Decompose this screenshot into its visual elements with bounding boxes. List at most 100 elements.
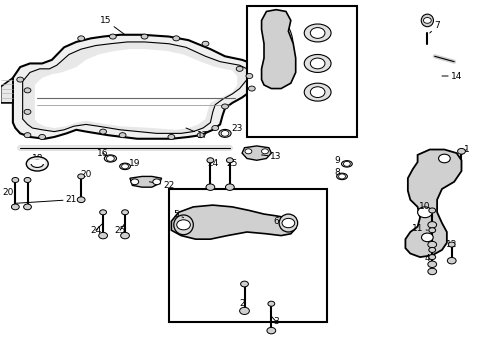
Circle shape — [310, 87, 325, 98]
Circle shape — [221, 131, 228, 136]
Circle shape — [245, 73, 252, 78]
Circle shape — [266, 327, 275, 334]
Circle shape — [338, 174, 345, 179]
Circle shape — [248, 86, 255, 91]
Circle shape — [261, 149, 268, 154]
Circle shape — [310, 58, 325, 69]
Text: 16: 16 — [97, 149, 110, 158]
Circle shape — [240, 281, 248, 287]
Ellipse shape — [104, 155, 116, 162]
Text: 3: 3 — [271, 316, 279, 326]
Circle shape — [202, 41, 208, 46]
Circle shape — [438, 154, 449, 163]
Circle shape — [267, 301, 274, 306]
Circle shape — [153, 179, 160, 185]
Circle shape — [197, 133, 203, 138]
Text: 15: 15 — [100, 16, 125, 35]
Text: 21: 21 — [15, 195, 77, 204]
Bar — [246, 6, 356, 137]
Circle shape — [427, 261, 436, 267]
Text: 23: 23 — [224, 123, 243, 134]
Text: 12: 12 — [445, 240, 456, 249]
Circle shape — [24, 88, 31, 93]
Ellipse shape — [341, 161, 351, 167]
Circle shape — [167, 134, 174, 139]
Ellipse shape — [304, 54, 330, 72]
Circle shape — [428, 208, 435, 213]
Circle shape — [12, 177, 19, 183]
Circle shape — [11, 204, 19, 210]
Polygon shape — [13, 35, 256, 139]
Circle shape — [17, 77, 23, 82]
Text: 25: 25 — [114, 223, 125, 235]
Text: 5: 5 — [173, 210, 183, 219]
Circle shape — [109, 34, 116, 39]
Text: 2: 2 — [239, 299, 244, 308]
Circle shape — [428, 228, 435, 233]
Text: 24: 24 — [207, 159, 218, 168]
Text: 17: 17 — [185, 128, 208, 140]
Circle shape — [239, 307, 249, 315]
Circle shape — [343, 161, 349, 166]
Circle shape — [24, 109, 31, 114]
Text: 22: 22 — [149, 181, 174, 190]
Polygon shape — [171, 205, 295, 239]
Circle shape — [176, 220, 190, 230]
Ellipse shape — [304, 24, 330, 42]
Circle shape — [447, 242, 454, 247]
Text: 4: 4 — [424, 255, 434, 264]
Circle shape — [122, 210, 128, 215]
Circle shape — [99, 232, 107, 239]
Text: 14: 14 — [441, 72, 461, 81]
Ellipse shape — [219, 130, 231, 137]
Circle shape — [427, 222, 436, 228]
Text: 19: 19 — [125, 159, 140, 168]
Circle shape — [24, 133, 31, 138]
Polygon shape — [261, 10, 295, 89]
Circle shape — [211, 126, 218, 131]
Circle shape — [141, 34, 148, 39]
Polygon shape — [0, 78, 13, 103]
Circle shape — [24, 177, 31, 183]
Text: 24: 24 — [90, 223, 103, 235]
Polygon shape — [242, 146, 271, 160]
Circle shape — [225, 184, 234, 190]
Text: 10: 10 — [418, 202, 430, 211]
Circle shape — [106, 156, 114, 161]
Circle shape — [457, 148, 465, 154]
Circle shape — [310, 28, 325, 39]
Text: 20: 20 — [80, 170, 92, 179]
Polygon shape — [35, 49, 237, 130]
Bar — [30, 160, 44, 164]
Text: 6: 6 — [273, 217, 279, 226]
Circle shape — [131, 179, 139, 185]
Ellipse shape — [304, 83, 330, 101]
Circle shape — [427, 268, 436, 275]
Circle shape — [428, 247, 435, 252]
Text: 1: 1 — [461, 145, 468, 155]
Circle shape — [100, 210, 106, 215]
Circle shape — [427, 241, 436, 248]
Circle shape — [421, 233, 432, 242]
Circle shape — [423, 18, 430, 23]
Ellipse shape — [173, 215, 193, 235]
Circle shape — [205, 184, 214, 190]
Ellipse shape — [31, 160, 43, 167]
Circle shape — [244, 149, 251, 154]
Circle shape — [282, 219, 294, 228]
Circle shape — [172, 36, 179, 41]
Circle shape — [236, 66, 243, 71]
Text: 13: 13 — [261, 152, 282, 161]
Ellipse shape — [120, 163, 130, 170]
Text: 8: 8 — [334, 168, 344, 177]
Circle shape — [226, 158, 233, 163]
Text: 20: 20 — [2, 188, 14, 197]
Circle shape — [39, 134, 45, 139]
Circle shape — [428, 255, 435, 260]
Circle shape — [221, 104, 228, 109]
Circle shape — [206, 158, 213, 163]
Circle shape — [119, 133, 126, 138]
Polygon shape — [256, 69, 281, 105]
Text: 9: 9 — [334, 156, 344, 165]
Text: 11: 11 — [411, 224, 427, 233]
